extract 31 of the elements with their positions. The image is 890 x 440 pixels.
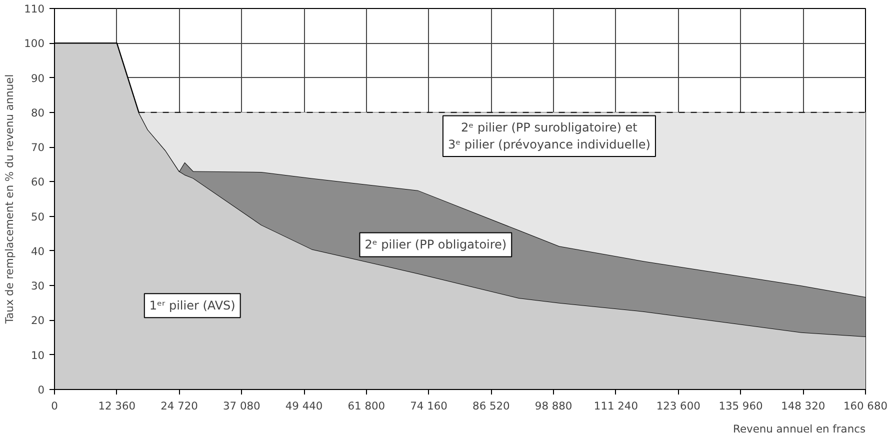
series-label: 1ᵉʳ pilier (AVS) [149,298,236,313]
y-tick-label: 100 [24,37,45,50]
y-tick-label: 80 [30,106,45,120]
x-tick-label: 0 [51,400,58,412]
x-tick-label: 86 520 [472,400,510,412]
x-tick-label: 24 720 [160,400,198,412]
x-axis-title: Revenu annuel en francs [733,422,866,436]
y-tick-label: 20 [30,314,45,328]
x-tick-label: 148 320 [781,400,826,412]
x-tick-label: 111 240 [594,400,638,412]
series-label: 2ᵉ pilier (PP surobligatoire) et 3ᵉ pilier (prévoyance individuelle) [448,120,650,152]
y-tick-label: 60 [30,176,45,189]
y-tick-label: 90 [30,72,45,85]
x-tick-label: 12 360 [98,400,136,412]
y-tick-label: 0 [38,384,45,396]
x-tick-label: 37 080 [223,400,261,412]
y-tick-label: 40 [30,244,45,258]
y-tick-label: 70 [30,141,45,154]
y-axis-title: Taux de remplacement en % du revenu annuel [3,74,16,325]
x-tick-label: 135 960 [718,400,763,412]
x-tick-label: 49 440 [285,400,323,412]
y-tick-label: 30 [30,280,45,293]
series-label: 2ᵉ pilier (PP obligatoire) [364,238,507,252]
x-tick-label: 160 680 [843,400,888,412]
x-tick-label: 74 160 [410,400,448,412]
y-tick-label: 110 [24,2,45,16]
y-tick-label: 50 [30,210,45,224]
x-tick-label: 61 800 [348,400,386,412]
x-tick-label: 98 880 [534,400,572,412]
x-tick-label: 123 600 [656,400,701,412]
y-tick-label: 10 [30,348,45,362]
